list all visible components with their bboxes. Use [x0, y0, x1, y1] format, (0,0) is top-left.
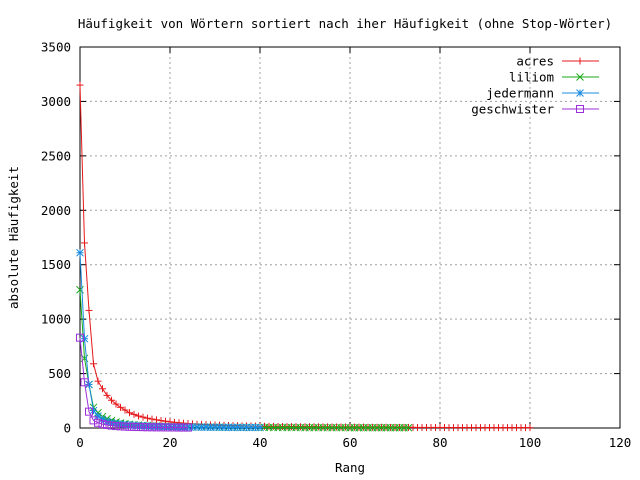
data-point	[139, 413, 147, 421]
data-point	[85, 306, 93, 314]
y-axis-label: absolute Häufigkeit	[6, 166, 21, 309]
series-group	[76, 81, 534, 432]
data-point	[80, 378, 89, 387]
data-point	[184, 423, 192, 432]
data-point	[89, 416, 98, 425]
legend-item: liliom	[509, 70, 599, 85]
y-tick-label: 500	[48, 366, 71, 381]
data-point	[85, 407, 93, 416]
data-point	[121, 422, 129, 431]
legend-label: acres	[516, 54, 554, 69]
y-tick-label: 1000	[41, 312, 71, 327]
x-tick-label: 100	[519, 435, 542, 450]
data-point	[148, 423, 156, 432]
data-point	[139, 423, 147, 432]
data-point	[76, 81, 84, 89]
data-point	[166, 423, 174, 432]
data-point	[121, 406, 129, 414]
data-point	[112, 400, 120, 408]
data-point	[526, 424, 534, 432]
x-tick-label: 60	[342, 435, 357, 450]
data-point	[117, 403, 124, 411]
legend-item: acres	[516, 54, 599, 69]
axis-ticks: 0 20 40 60 80 100 120 0 500 1000 1500 2000 2500 3000 3…	[41, 40, 631, 451]
data-point	[576, 57, 584, 65]
data-point	[143, 423, 152, 432]
data-point	[116, 422, 125, 431]
data-point	[148, 415, 156, 423]
data-point	[108, 396, 115, 404]
data-point	[99, 385, 106, 393]
data-point	[576, 89, 584, 97]
x-axis-label: Rang	[335, 460, 365, 475]
data-point	[112, 422, 120, 431]
chart-title: Häufigkeit von Wörtern sortiert nach ihe…	[78, 16, 612, 31]
series-line	[79, 337, 188, 429]
y-tick-label: 0	[63, 421, 71, 436]
legend-label: liliom	[509, 70, 554, 85]
series-geschwister	[76, 333, 192, 432]
legend-item: jedermann	[486, 86, 599, 101]
data-point	[130, 422, 138, 431]
data-point	[157, 417, 165, 425]
data-point	[175, 423, 183, 432]
data-point	[98, 420, 107, 429]
data-point	[404, 423, 413, 432]
data-point	[152, 423, 161, 432]
y-tick-label: 3500	[41, 40, 71, 55]
data-point	[179, 423, 188, 432]
data-point	[170, 423, 179, 432]
data-point	[85, 380, 93, 389]
data-point	[256, 423, 264, 432]
y-tick-label: 3000	[41, 94, 71, 109]
data-point	[81, 239, 88, 247]
data-point	[157, 423, 165, 432]
y-tick-label: 2000	[41, 203, 71, 218]
data-point	[135, 412, 142, 420]
data-point	[576, 73, 584, 81]
data-point	[153, 416, 160, 424]
data-point	[134, 423, 143, 432]
x-tick-label: 40	[252, 435, 267, 450]
data-point	[90, 360, 97, 368]
y-tick-label: 2500	[41, 148, 71, 163]
data-point	[94, 412, 102, 420]
data-point	[103, 420, 111, 429]
grid-lines	[80, 47, 620, 428]
data-point	[107, 421, 116, 430]
y-tick-label: 1500	[41, 257, 71, 272]
data-point	[144, 414, 151, 422]
legend-item: geschwister	[471, 102, 599, 117]
data-point	[125, 422, 134, 431]
x-tick-label: 120	[609, 435, 632, 450]
x-tick-label: 80	[432, 435, 447, 450]
data-point	[94, 377, 102, 385]
data-point	[130, 410, 138, 418]
data-point	[576, 105, 584, 113]
data-point	[161, 423, 170, 432]
data-point	[76, 248, 84, 257]
legend-label: jedermann	[486, 86, 554, 101]
legend-label: geschwister	[471, 102, 554, 117]
data-point	[126, 409, 133, 417]
data-point	[94, 418, 102, 427]
data-point	[103, 391, 111, 399]
x-tick-label: 0	[76, 435, 84, 450]
data-point	[76, 333, 84, 342]
series-jedermann	[76, 248, 264, 432]
x-tick-label: 20	[162, 435, 177, 450]
